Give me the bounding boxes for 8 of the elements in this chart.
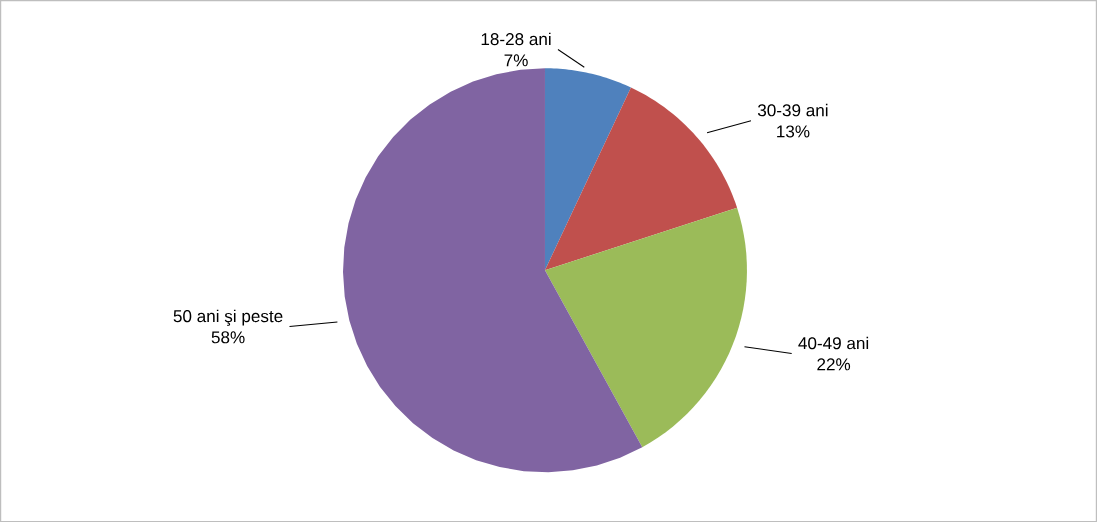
slice-label: 40-49 ani: [798, 336, 869, 350]
data-label: 7%: [504, 54, 528, 67]
data-label: 58%: [211, 331, 245, 344]
slice-label: 50 ani şi peste: [173, 309, 283, 326]
data-label: 13%: [777, 125, 810, 138]
slice-label: 18-28 ani: [481, 32, 551, 46]
data-label: 22%: [817, 358, 851, 371]
slice-label: 30-39 ani: [757, 103, 828, 117]
